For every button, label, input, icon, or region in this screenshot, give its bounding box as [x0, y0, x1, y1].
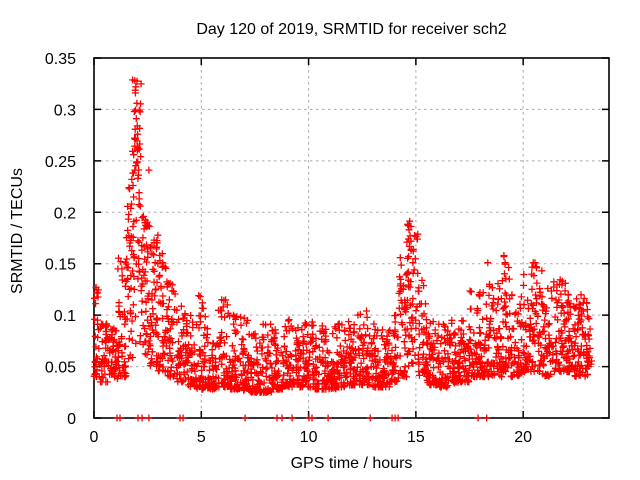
y-tick-label: 0.25: [45, 154, 76, 171]
y-tick-label: 0.3: [54, 102, 76, 119]
axis-ticks: [93, 57, 609, 419]
x-tick-label: 0: [90, 429, 99, 446]
chart-title: Day 120 of 2019, SRMTID for receiver sch…: [196, 21, 507, 38]
x-tick-label: 20: [514, 429, 532, 446]
y-tick-label: 0.05: [45, 360, 76, 377]
y-tick-label: 0.1: [54, 308, 76, 325]
y-tick-label: 0.2: [54, 205, 76, 222]
x-axis-label: GPS time / hours: [290, 455, 413, 472]
y-axis-label: SRMTID / TECUs: [9, 168, 26, 294]
y-tick-label: 0: [67, 411, 76, 428]
plot-border: [93, 57, 610, 419]
data-points: [90, 76, 595, 422]
x-tick-label: 5: [197, 429, 206, 446]
y-tick-label: 0.15: [45, 257, 76, 274]
x-tick-label: 10: [300, 429, 318, 446]
y-tick-label: 0.35: [45, 51, 76, 68]
x-tick-label: 15: [407, 429, 425, 446]
